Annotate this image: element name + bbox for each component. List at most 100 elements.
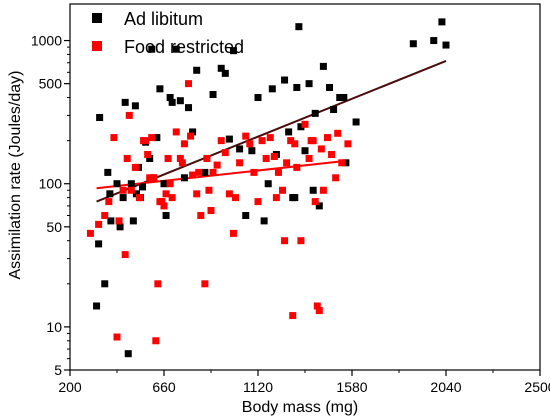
point-food-restricted [293, 163, 301, 171]
point-ad-libitum [185, 104, 193, 112]
point-food-restricted [217, 137, 225, 145]
point-ad-libitum [146, 155, 154, 163]
point-food-restricted [197, 211, 205, 219]
point-food-restricted [313, 302, 321, 310]
point-ad-libitum [180, 174, 188, 182]
point-food-restricted [205, 186, 213, 194]
x-axis-title: Body mass (mg) [242, 399, 358, 416]
point-food-restricted [254, 198, 262, 206]
data-points [86, 18, 450, 358]
point-ad-libitum [168, 98, 176, 106]
point-ad-libitum [285, 128, 293, 136]
point-food-restricted [148, 134, 156, 142]
point-ad-libitum [148, 45, 156, 53]
point-food-restricted [176, 155, 184, 163]
x-tick-label: 200 [58, 379, 82, 395]
point-food-restricted [125, 111, 133, 119]
y-axis: 5 10 50 100 500 1000 [31, 33, 70, 378]
point-food-restricted [225, 190, 233, 198]
point-ad-libitum [132, 190, 140, 198]
point-ad-libitum [268, 85, 276, 93]
point-ad-libitum [291, 194, 299, 202]
point-food-restricted [305, 155, 313, 163]
point-food-restricted [127, 186, 135, 194]
point-ad-libitum [119, 194, 127, 202]
y-tick-label: 100 [39, 176, 63, 192]
point-food-restricted [270, 152, 278, 160]
point-food-restricted [338, 159, 346, 167]
point-food-restricted [195, 168, 203, 176]
point-ad-libitum [116, 223, 124, 231]
point-food-restricted [213, 161, 221, 169]
point-ad-libitum [293, 83, 301, 91]
point-ad-libitum [209, 90, 217, 98]
point-ad-libitum [156, 85, 164, 93]
point-ad-libitum [248, 147, 256, 155]
legend-label-food-restricted: Food restricted [124, 37, 244, 57]
point-food-restricted [274, 168, 282, 176]
point-food-restricted [232, 194, 240, 202]
point-ad-libitum [430, 37, 438, 45]
point-ad-libitum [131, 102, 139, 110]
point-ad-libitum [189, 128, 197, 136]
point-food-restricted [236, 159, 244, 167]
point-ad-libitum [176, 97, 184, 105]
point-food-restricted [319, 186, 327, 194]
point-food-restricted [272, 194, 280, 202]
point-food-restricted [328, 150, 336, 158]
point-food-restricted [187, 132, 195, 140]
point-food-restricted [262, 155, 270, 163]
point-food-restricted [283, 159, 291, 167]
point-food-restricted [123, 155, 131, 163]
point-ad-libitum [336, 94, 344, 102]
point-food-restricted [154, 280, 162, 288]
point-ad-libitum [409, 40, 417, 48]
point-food-restricted [334, 129, 342, 137]
point-ad-libitum [127, 180, 135, 188]
point-ad-libitum [340, 94, 348, 102]
point-food-restricted [115, 217, 123, 225]
point-ad-libitum [217, 64, 225, 72]
point-food-restricted [311, 198, 319, 206]
point-food-restricted [201, 280, 209, 288]
y-tick-label: 1000 [31, 33, 62, 49]
point-ad-libitum [311, 109, 319, 117]
x-tick-label: 2500 [524, 379, 550, 395]
point-food-restricted [266, 134, 274, 142]
point-ad-libitum [221, 69, 229, 77]
point-food-restricted [246, 140, 254, 148]
point-food-restricted [189, 171, 197, 179]
point-ad-libitum [254, 94, 262, 102]
point-food-restricted [203, 155, 211, 163]
y-axis-title: Assimilation rate (Joules/day) [7, 71, 24, 280]
point-ad-libitum [162, 211, 170, 219]
point-food-restricted [323, 134, 331, 142]
point-ad-libitum [104, 168, 112, 176]
point-ad-libitum [166, 94, 174, 102]
point-ad-libitum [260, 217, 268, 225]
point-ad-libitum [160, 180, 168, 188]
point-ad-libitum [139, 183, 147, 191]
legend-label-ad-libitum: Ad libitum [124, 9, 203, 29]
point-food-restricted [168, 194, 176, 202]
y-tick-label: 50 [46, 219, 62, 235]
point-ad-libitum [106, 190, 114, 198]
point-ad-libitum [309, 186, 317, 194]
point-food-restricted [193, 190, 201, 198]
point-food-restricted [95, 220, 103, 228]
point-ad-libitum [319, 62, 327, 70]
point-food-restricted [86, 229, 94, 237]
point-food-restricted [121, 251, 129, 259]
point-food-restricted [287, 137, 295, 145]
point-ad-libitum [172, 45, 180, 53]
point-food-restricted [281, 237, 289, 245]
point-food-restricted [142, 137, 150, 145]
y-tick-label: 500 [39, 76, 63, 92]
point-ad-libitum [95, 240, 103, 248]
point-ad-libitum [352, 118, 360, 126]
point-food-restricted [309, 137, 317, 145]
point-ad-libitum [297, 123, 305, 131]
point-food-restricted [150, 174, 158, 182]
point-ad-libitum [96, 114, 104, 122]
